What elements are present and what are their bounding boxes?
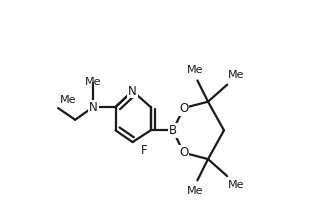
Text: O: O [179,146,188,159]
Text: Me: Me [228,180,245,190]
Text: Me: Me [60,95,77,105]
Text: O: O [179,102,188,114]
Text: Me: Me [228,70,245,80]
Text: Me: Me [187,186,203,196]
Text: Me: Me [85,77,101,87]
Text: N: N [128,85,137,98]
Text: F: F [141,144,148,157]
Text: B: B [169,124,177,137]
Text: N: N [89,101,98,113]
Text: Me: Me [187,65,203,75]
